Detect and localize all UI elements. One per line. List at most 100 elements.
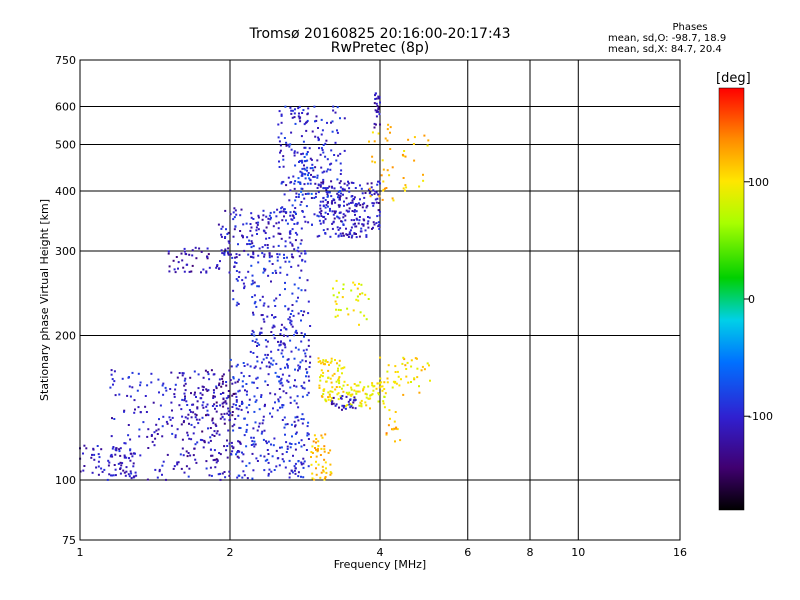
data-point xyxy=(356,287,359,290)
data-point xyxy=(309,167,312,170)
data-point xyxy=(254,365,257,368)
data-point xyxy=(322,220,325,223)
data-point xyxy=(339,186,342,189)
data-point xyxy=(198,418,201,421)
data-point xyxy=(130,472,133,475)
data-point xyxy=(348,187,351,190)
data-point xyxy=(274,316,277,318)
data-point xyxy=(334,300,337,303)
data-point xyxy=(301,193,304,196)
data-point xyxy=(234,261,236,264)
data-point xyxy=(279,144,282,147)
data-point xyxy=(327,191,330,194)
data-point xyxy=(281,349,284,352)
data-point xyxy=(111,447,114,450)
data-point xyxy=(263,269,266,272)
phase-stats-heading: Phases xyxy=(672,22,708,33)
data-point xyxy=(260,327,263,330)
data-point xyxy=(333,187,336,190)
data-point xyxy=(395,426,398,429)
data-point xyxy=(322,221,325,224)
data-point xyxy=(272,225,275,228)
data-point xyxy=(213,403,216,406)
data-point xyxy=(230,253,232,256)
data-point xyxy=(338,205,341,208)
data-point xyxy=(254,421,257,424)
data-point xyxy=(222,392,225,394)
data-point xyxy=(299,361,302,364)
data-point xyxy=(241,460,244,463)
data-point xyxy=(195,418,198,421)
data-point xyxy=(123,442,126,445)
data-point xyxy=(234,256,237,259)
data-point xyxy=(354,407,357,410)
data-point xyxy=(303,156,306,158)
data-point xyxy=(291,228,294,231)
data-point xyxy=(205,467,208,470)
data-point xyxy=(329,473,332,476)
data-point xyxy=(306,432,309,435)
data-point xyxy=(310,197,313,199)
data-point xyxy=(233,423,236,426)
data-point xyxy=(336,215,339,218)
data-point xyxy=(182,266,185,269)
data-point xyxy=(223,251,226,254)
data-point xyxy=(97,460,100,463)
data-point xyxy=(278,293,281,296)
data-point xyxy=(129,452,132,455)
data-point xyxy=(132,462,135,465)
data-point xyxy=(305,375,307,378)
data-point xyxy=(315,438,318,440)
data-point xyxy=(255,457,258,460)
data-point xyxy=(237,276,240,278)
data-point xyxy=(285,451,288,453)
data-point xyxy=(313,175,316,178)
data-point xyxy=(389,131,391,134)
data-point xyxy=(158,468,161,471)
data-point xyxy=(243,434,246,437)
data-point xyxy=(342,193,344,196)
data-point xyxy=(269,218,272,221)
data-point xyxy=(281,384,284,387)
data-point xyxy=(253,410,256,413)
data-point xyxy=(281,181,284,184)
data-point xyxy=(205,414,207,417)
data-point xyxy=(301,413,304,416)
data-point xyxy=(373,102,376,105)
data-point xyxy=(351,210,354,212)
data-point xyxy=(298,367,301,370)
data-point xyxy=(293,465,296,468)
data-point xyxy=(373,140,376,143)
data-point xyxy=(206,256,209,258)
data-point xyxy=(331,374,334,377)
data-point xyxy=(289,232,292,235)
data-point xyxy=(382,402,385,405)
data-point xyxy=(183,399,186,402)
data-point xyxy=(110,369,113,372)
data-point xyxy=(224,209,227,212)
data-point xyxy=(349,406,352,409)
data-point xyxy=(331,390,334,393)
data-point xyxy=(290,181,293,184)
data-point xyxy=(329,235,332,238)
data-point xyxy=(293,112,296,115)
data-point xyxy=(407,381,410,384)
data-point xyxy=(372,204,375,207)
data-point xyxy=(246,423,249,426)
data-point xyxy=(187,452,190,454)
data-point xyxy=(359,204,362,207)
data-point xyxy=(262,419,265,422)
data-point xyxy=(297,471,300,474)
data-point xyxy=(293,223,296,225)
data-point xyxy=(209,439,212,442)
data-point xyxy=(427,139,430,142)
data-point xyxy=(147,447,150,449)
data-point xyxy=(294,462,297,465)
data-point xyxy=(303,215,306,218)
data-point xyxy=(232,429,235,432)
data-point xyxy=(107,459,110,462)
data-point xyxy=(406,361,409,364)
data-point xyxy=(289,446,292,449)
data-point xyxy=(227,240,230,243)
data-point xyxy=(293,399,296,402)
